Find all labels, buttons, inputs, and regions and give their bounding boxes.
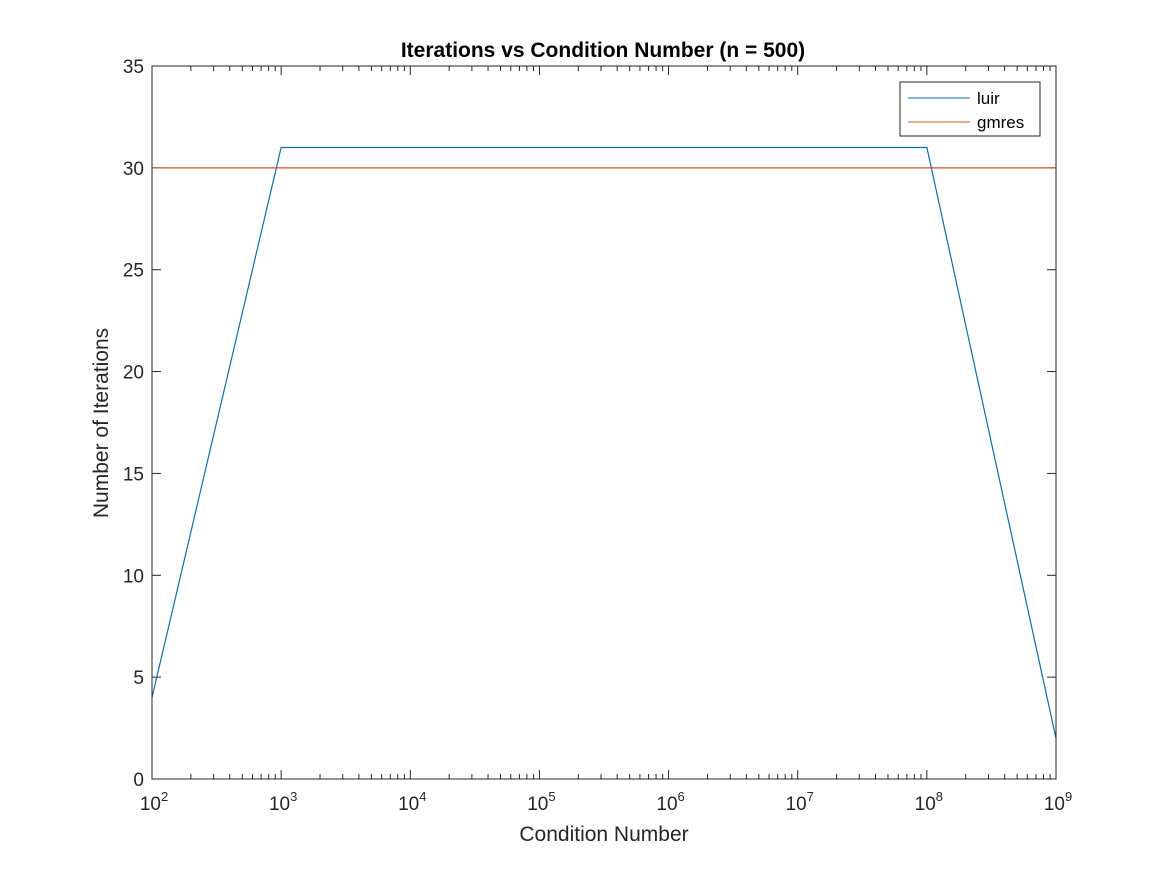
y-tick-label: 25 <box>123 261 144 282</box>
y-tick-label: 20 <box>123 363 144 384</box>
chart-title: Iterations vs Condition Number (n = 500) <box>401 39 805 62</box>
y-tick-label: 15 <box>123 464 144 485</box>
legend: luir gmres <box>899 81 1041 137</box>
y-tick-label: 30 <box>123 159 144 180</box>
legend-label-luir: luir <box>977 89 1000 108</box>
legend-label-gmres: gmres <box>977 113 1024 132</box>
x-tick-label: 106 <box>656 789 684 815</box>
x-tick-label: 104 <box>398 789 426 815</box>
axes-box <box>151 65 1057 780</box>
x-tick-label: 105 <box>527 789 555 815</box>
x-tick-label: 103 <box>269 789 297 815</box>
ticks-layer <box>151 65 1057 780</box>
series-layer <box>151 146 1057 739</box>
series-line-luir <box>151 146 1057 739</box>
y-tick-label: 10 <box>123 566 144 587</box>
x-tick-label: 107 <box>786 789 814 815</box>
x-tick-label: 108 <box>915 789 943 815</box>
plot-area <box>152 66 1056 779</box>
x-tick-labels: 102 103 104 105 106 107 108 109 <box>140 789 1072 815</box>
y-tick-label: 0 <box>133 770 144 791</box>
y-tick-labels: 0 5 10 15 20 25 30 35 <box>123 57 144 791</box>
y-axis-label: Number of Iterations <box>90 328 113 518</box>
y-tick-label: 35 <box>123 57 144 78</box>
x-tick-label: 102 <box>140 789 168 815</box>
legend-box <box>899 81 1041 137</box>
x-axis-label: Condition Number <box>519 823 688 846</box>
y-tick-label: 5 <box>133 668 144 689</box>
x-tick-label: 109 <box>1044 789 1072 815</box>
